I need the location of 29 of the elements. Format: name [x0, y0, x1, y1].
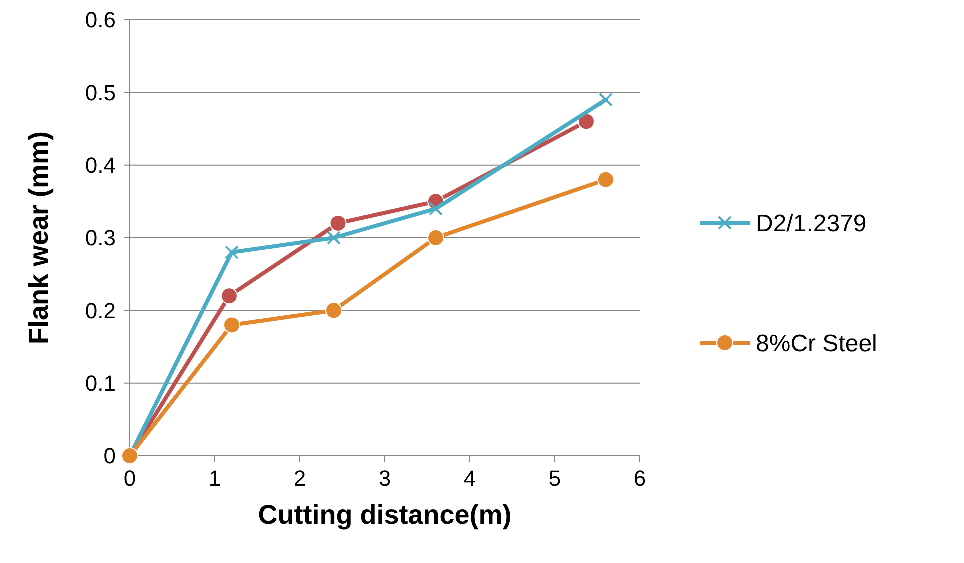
point — [428, 230, 444, 246]
point — [578, 113, 595, 130]
y-tick-label: 0.4 — [85, 153, 116, 178]
point — [225, 246, 239, 260]
x-tick-label: 0 — [124, 466, 136, 491]
x-tick-label: 4 — [464, 466, 476, 491]
point — [429, 202, 443, 216]
legend-label: D2/1.2379 — [756, 210, 867, 238]
x-tick-label: 6 — [634, 466, 646, 491]
point — [327, 231, 341, 245]
y-tick-label: 0.3 — [85, 226, 116, 251]
y-tick-label: 0.5 — [85, 80, 116, 106]
point — [224, 316, 240, 334]
x-tick-label: 2 — [294, 466, 306, 491]
legend-label: 8%Cr Steel — [756, 330, 878, 358]
y-axis-title: Flank wear (mm) — [24, 131, 54, 345]
point — [599, 92, 613, 107]
point — [326, 302, 342, 320]
y-tick-label: 0 — [104, 444, 116, 469]
y-tick-label: 0.6 — [85, 8, 116, 33]
point — [598, 171, 614, 188]
x-axis-title: Cutting distance(m) — [258, 500, 512, 530]
y-tick-label: 0.1 — [85, 371, 116, 396]
point — [330, 214, 347, 232]
point — [220, 288, 238, 305]
x-tick-label: 5 — [548, 466, 562, 491]
x-tick-label: 1 — [208, 466, 222, 491]
x-tick-label: 3 — [378, 466, 392, 491]
y-tick-label: 0.2 — [85, 298, 116, 324]
